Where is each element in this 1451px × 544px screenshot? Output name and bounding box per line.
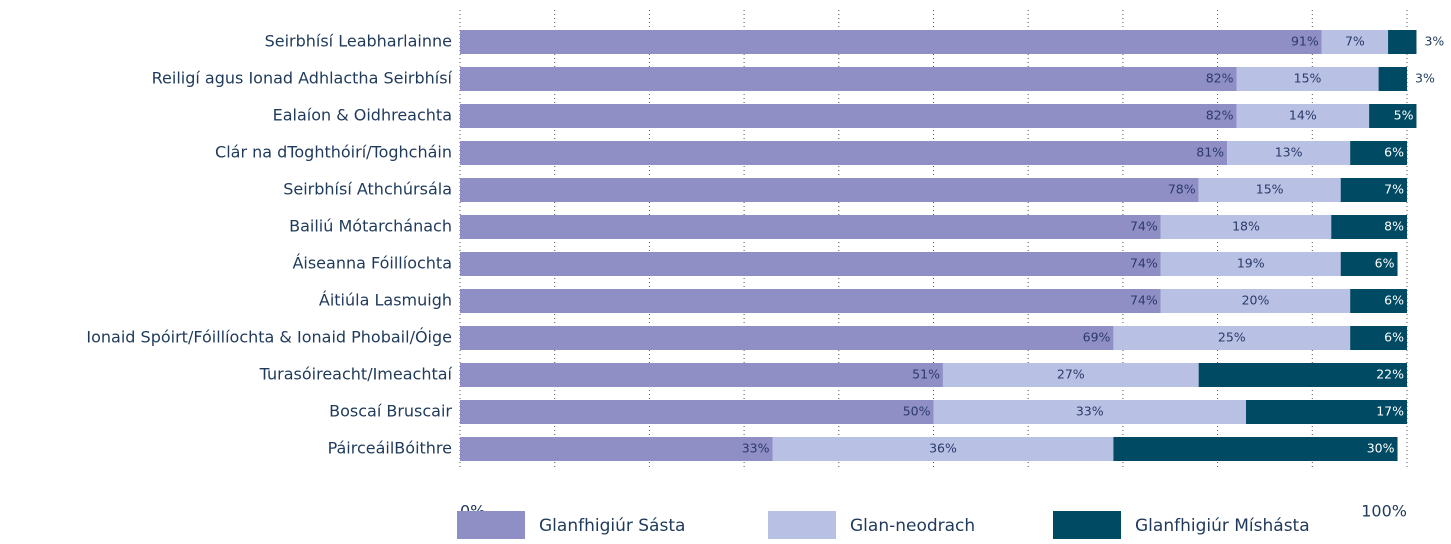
value-label: 51% xyxy=(912,367,940,382)
value-label: 36% xyxy=(929,441,957,456)
x-tick-label: 100% xyxy=(1361,502,1407,521)
value-label: 3% xyxy=(1415,71,1435,86)
bar-segment xyxy=(1340,252,1398,276)
value-label: 50% xyxy=(903,404,931,419)
bar-segment xyxy=(1388,30,1417,54)
value-label: 74% xyxy=(1130,219,1158,234)
value-label: 6% xyxy=(1384,145,1404,160)
value-label: 33% xyxy=(1076,404,1104,419)
value-label: 20% xyxy=(1242,293,1270,308)
legend-swatch xyxy=(768,511,836,539)
bar-segment xyxy=(1227,141,1351,165)
bar-segment xyxy=(1246,400,1407,424)
value-label: 14% xyxy=(1289,108,1317,123)
bar-segment xyxy=(1321,30,1389,54)
legend-label: Glanfhigiúr Míshásta xyxy=(1135,516,1310,536)
bar-segment xyxy=(460,141,1228,165)
legend-label: Glanfhigiúr Sásta xyxy=(539,516,685,536)
bar-segment xyxy=(942,363,1199,387)
value-label: 74% xyxy=(1130,293,1158,308)
bar-segment xyxy=(1350,141,1407,165)
category-label: Boscaí Bruscair xyxy=(329,402,452,421)
category-label: Turasóireacht/Imeachtaí xyxy=(259,365,453,384)
bar-segment xyxy=(1160,289,1351,313)
bar-segment xyxy=(1198,178,1341,202)
bar-segment xyxy=(1113,437,1398,461)
value-label: 81% xyxy=(1196,145,1224,160)
category-label: Ealaíon & Oidhreachta xyxy=(273,106,452,125)
bar-segment xyxy=(460,67,1237,91)
category-label: Clár na dToghthóirí/Toghcháin xyxy=(215,143,452,162)
bar-segment xyxy=(1113,326,1351,350)
bar-segment xyxy=(460,104,1237,128)
category-label: Ionaid Spóirt/Fóillíochta & Ionaid Phoba… xyxy=(86,328,452,347)
bar-segment xyxy=(1198,363,1407,387)
bar-segment xyxy=(460,326,1114,350)
value-label: 27% xyxy=(1057,367,1085,382)
value-label: 82% xyxy=(1206,108,1234,123)
category-label: Seirbhísí Leabharlainne xyxy=(265,32,452,51)
value-label: 25% xyxy=(1218,330,1246,345)
bar-segment xyxy=(460,252,1161,276)
value-label: 15% xyxy=(1256,182,1284,197)
category-label: Reiligí agus Ionad Adhlactha Seirbhísí xyxy=(152,69,453,88)
bar-segment xyxy=(772,437,1114,461)
value-label: 17% xyxy=(1376,404,1404,419)
value-label: 82% xyxy=(1206,71,1234,86)
value-label: 19% xyxy=(1237,256,1265,271)
category-label: Seirbhísí Athchúrsála xyxy=(283,180,452,199)
bar-segment xyxy=(1340,178,1407,202)
category-label: Áiseanna Fóillíochta xyxy=(292,254,452,273)
value-label: 3% xyxy=(1424,34,1444,49)
value-label: 6% xyxy=(1384,330,1404,345)
bar-segment xyxy=(1331,215,1407,239)
bar-segment xyxy=(460,363,943,387)
bar-segment xyxy=(460,178,1199,202)
bar-segment xyxy=(1350,289,1407,313)
value-label: 7% xyxy=(1384,182,1404,197)
bar-segment xyxy=(460,437,773,461)
value-label: 78% xyxy=(1168,182,1196,197)
bar-segment xyxy=(1160,252,1341,276)
bar-segment xyxy=(1369,104,1417,128)
bar-segment xyxy=(460,289,1161,313)
value-label: 7% xyxy=(1345,34,1365,49)
bar-segment xyxy=(1350,326,1407,350)
bar-segment xyxy=(1236,67,1379,91)
bar-segment xyxy=(933,400,1247,424)
value-label: 6% xyxy=(1384,293,1404,308)
legend-swatch xyxy=(1053,511,1121,539)
category-label: Bailiú Mótarchánach xyxy=(289,217,452,236)
value-label: 30% xyxy=(1367,441,1395,456)
value-label: 15% xyxy=(1294,71,1322,86)
value-label: 69% xyxy=(1083,330,1111,345)
value-label: 6% xyxy=(1375,256,1395,271)
value-label: 5% xyxy=(1394,108,1414,123)
bar-segment xyxy=(1236,104,1370,128)
legend-label: Glan-neodrach xyxy=(850,516,975,536)
value-label: 91% xyxy=(1291,34,1319,49)
value-label: 22% xyxy=(1376,367,1404,382)
bar-segment xyxy=(460,215,1161,239)
bar-segment xyxy=(1378,67,1407,91)
bar-segment xyxy=(460,400,934,424)
value-label: 8% xyxy=(1384,219,1404,234)
value-label: 13% xyxy=(1275,145,1303,160)
value-label: 33% xyxy=(742,441,770,456)
legend-swatch xyxy=(457,511,525,539)
value-label: 18% xyxy=(1232,219,1260,234)
category-label: PáirceáilBóithre xyxy=(328,439,452,458)
bar-segment xyxy=(1160,215,1332,239)
value-label: 74% xyxy=(1130,256,1158,271)
bar-segment xyxy=(460,30,1322,54)
category-label: Áitiúla Lasmuigh xyxy=(319,291,452,310)
